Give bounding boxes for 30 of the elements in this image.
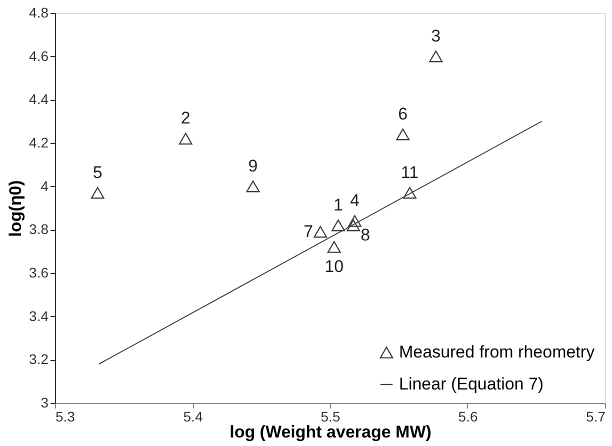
x-tick-label: 5.6 xyxy=(458,408,478,424)
annotation: 2 xyxy=(180,108,190,128)
legend-label: Measured from rheometry xyxy=(399,342,596,362)
annotation: 8 xyxy=(360,225,370,244)
legend-label: Linear (Equation 7) xyxy=(399,374,544,394)
y-tick-label: 4.2 xyxy=(29,134,49,150)
annotation: 6 xyxy=(398,104,408,124)
annotation: 3 xyxy=(431,26,441,46)
y-axis-title: log(η0) xyxy=(6,180,26,237)
x-tick-label: 5.7 xyxy=(586,408,606,424)
y-tick-label: 4.6 xyxy=(29,48,49,64)
y-tick-label: 4.4 xyxy=(29,91,49,108)
annotation: 1 xyxy=(334,195,343,214)
y-tick-label: 4.8 xyxy=(29,4,49,20)
annotation: 11 xyxy=(400,162,419,182)
annotation: 5 xyxy=(92,162,102,182)
x-tick-label: 5.4 xyxy=(183,408,203,424)
x-tick-label: 5.5 xyxy=(320,408,340,424)
annotation: 10 xyxy=(324,257,344,276)
y-tick-label: 3.8 xyxy=(29,221,49,238)
x-axis-title: log (Weight average MW) xyxy=(230,422,432,442)
y-tick-label: 3.4 xyxy=(29,308,49,324)
annotation: 4 xyxy=(350,191,360,210)
y-tick-label: 3 xyxy=(40,394,49,410)
x-tick-label: 5.3 xyxy=(56,408,76,424)
annotation: 7 xyxy=(304,222,314,241)
y-tick-label: 4 xyxy=(40,178,49,194)
y-tick-label: 3.2 xyxy=(29,351,49,368)
annotation: 9 xyxy=(248,156,258,176)
y-tick-label: 3.6 xyxy=(29,264,49,280)
